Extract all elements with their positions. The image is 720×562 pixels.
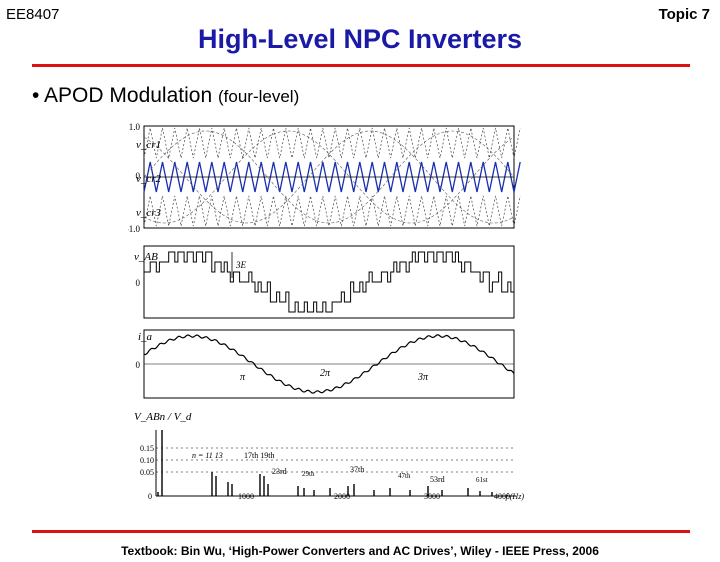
spectrum-xtick-0: 0	[148, 492, 152, 501]
spectrum-ytick-015: 0.15	[140, 444, 154, 453]
carrier-label-2: v_cr2	[136, 173, 162, 185]
ia-angle-3pi: 3π	[417, 372, 429, 383]
spectrum-harmonic-8: 61st	[476, 476, 488, 484]
vab-annotation: 3E	[235, 260, 247, 270]
course-code: EE8407	[6, 6, 60, 23]
spectrum-harmonic-2: 17th 19th	[244, 451, 274, 460]
title-divider	[32, 64, 690, 67]
vab-tick-zero: 0	[136, 278, 141, 288]
spectrum-x-unit: f (Hz)	[506, 492, 525, 501]
footer-divider	[32, 530, 690, 533]
spectrum-bars	[157, 430, 493, 496]
apod-waveform-figure: 1.0 0 -1.0 v_cr1 v_cr2 v_cr3 v_AB 0 3E i…	[128, 122, 524, 501]
spectrum-harmonic-6: 47th	[398, 472, 411, 480]
spectrum-xtick-2000: 2000	[334, 492, 350, 501]
spectrum-harmonic-5: 37th	[350, 465, 364, 474]
spectrum-xtick-1000: 1000	[238, 492, 254, 501]
spectrum-harmonic-4: 29th	[302, 470, 315, 478]
carrier-waves	[143, 127, 521, 227]
spectrum-ytick-010: 0.10	[140, 456, 154, 465]
ia-angle-2pi: 2π	[320, 368, 331, 379]
carrier-triangle	[143, 127, 521, 159]
slide-title: High-Level NPC Inverters	[197, 24, 523, 54]
bullet-main-text: APOD Modulation	[44, 84, 213, 107]
ia-label: i_a	[138, 331, 153, 343]
carrier-label-1: v_cr1	[136, 139, 161, 151]
modulating-wave	[143, 130, 515, 224]
spectrum-harmonic-1: n = 11 13	[192, 451, 223, 460]
modulating-wave	[143, 130, 515, 224]
ia-panel: i_a 0 π 2π 3π	[136, 329, 515, 399]
bullet-point: • APOD Modulation (four-level)	[32, 84, 299, 108]
spectrum-xtick-3000: 3000	[424, 492, 440, 501]
vab-label: v_AB	[134, 251, 158, 263]
carrier-triangle	[143, 195, 521, 227]
bullet-marker: •	[32, 84, 40, 107]
ia-angle-pi: π	[240, 372, 246, 383]
ia-waveform	[143, 334, 515, 394]
carrier-tick-top: 1.0	[129, 122, 141, 132]
vab-waveform	[144, 251, 514, 313]
bullet-sub-text: (four-level)	[217, 87, 300, 106]
carrier-tick-zero: 0	[136, 171, 141, 181]
carrier-panel: 1.0 0 -1.0 v_cr1 v_cr2 v_cr3	[128, 122, 521, 234]
spectrum-harmonic-3: 23rd	[272, 467, 287, 476]
spectrum-xtick-4000: 4000	[494, 492, 510, 501]
spectrum-ytick-005: 0.05	[140, 468, 154, 477]
spectrum-harmonic-7: 53rd	[430, 475, 445, 484]
spectrum-panel: V_ABn / V_d 0.15 0.10 0.05 0 1000 2000 3…	[134, 411, 524, 501]
vab-panel: v_AB 0 3E	[134, 245, 515, 319]
textbook-citation: Textbook: Bin Wu, ‘High-Power Converters…	[121, 544, 599, 558]
carrier-label-3: v_cr3	[136, 207, 162, 219]
topic-label: Topic 7	[658, 6, 710, 23]
carrier-tick-bottom: -1.0	[128, 224, 140, 234]
spectrum-label: V_ABn / V_d	[134, 411, 192, 423]
ia-tick-zero: 0	[136, 360, 141, 370]
